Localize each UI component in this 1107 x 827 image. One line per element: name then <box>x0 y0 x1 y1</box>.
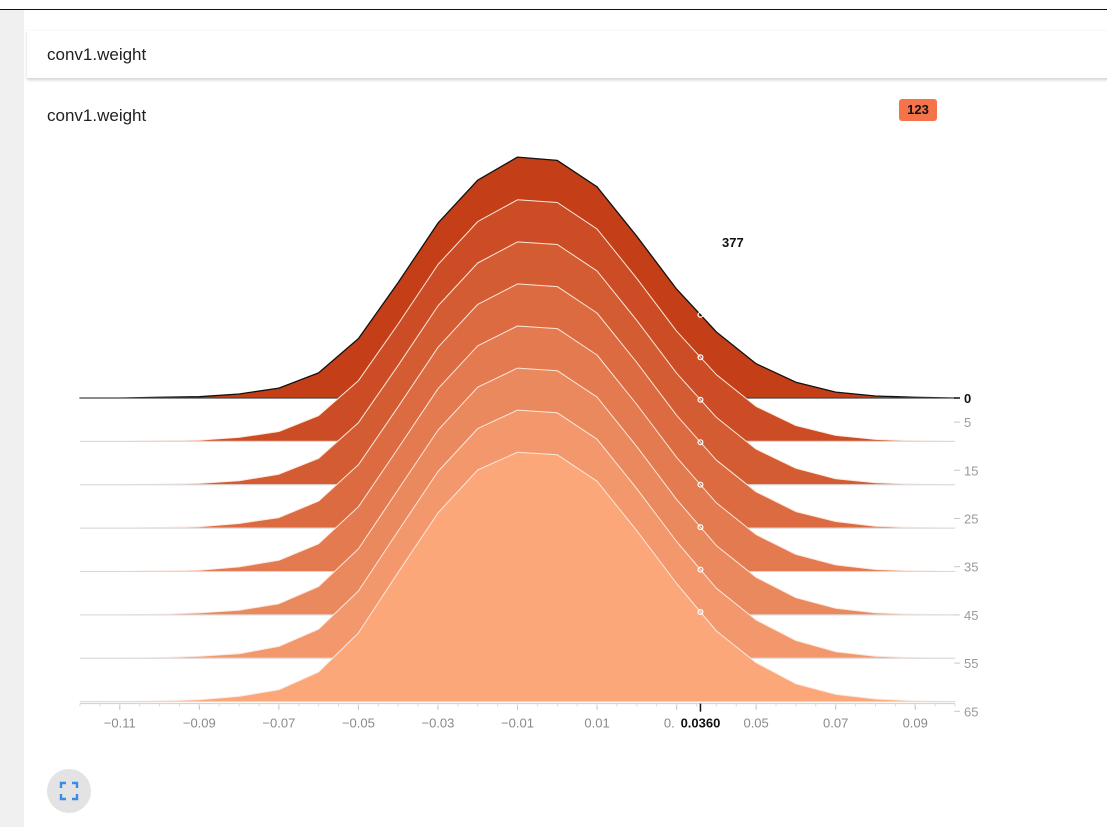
x-tick-label: 0.01 <box>584 716 609 731</box>
hover-marker-step-27 <box>697 439 704 446</box>
y-tick-label: 55 <box>964 656 978 671</box>
x-tick-label: 0.05 <box>743 716 768 731</box>
x-tick-label: −0.09 <box>183 716 216 731</box>
top-rule <box>0 9 1107 10</box>
hover-marker-step-63 <box>697 609 704 616</box>
y-tick-label: 25 <box>964 512 978 527</box>
x-tick-label: −0.07 <box>262 716 295 731</box>
hover-count-label: 377 <box>722 235 744 250</box>
y-tick-label: 35 <box>964 560 978 575</box>
hover-marker-step-18 <box>697 396 704 403</box>
y-tick-label: 45 <box>964 608 978 623</box>
hover-marker-step-9 <box>697 354 704 361</box>
y-tick-label: 15 <box>964 463 978 478</box>
x-tick-label: −0.11 <box>104 716 136 731</box>
hover-x-label: 0.0360 <box>681 716 721 731</box>
x-tick-label: 0.09 <box>903 716 928 731</box>
left-rail <box>0 10 24 827</box>
histogram-step-63 <box>79 451 956 703</box>
fullscreen-icon <box>59 781 79 801</box>
chart-title: conv1.weight <box>47 106 147 125</box>
run-badge: 123 <box>899 99 937 121</box>
fullscreen-button[interactable] <box>47 769 91 813</box>
hover-marker-step-0 <box>697 311 704 318</box>
x-tick-label: 0.07 <box>823 716 848 731</box>
x-tick-label: −0.05 <box>342 716 375 731</box>
y-tick-label: 65 <box>964 704 978 719</box>
y-tick-label: 0 <box>964 391 971 406</box>
hover-marker-step-54 <box>697 566 704 573</box>
hover-marker-step-36 <box>697 481 704 488</box>
hover-marker-step-45 <box>697 524 704 531</box>
x-tick-label: −0.03 <box>422 716 455 731</box>
card-header-title: conv1.weight <box>47 45 147 64</box>
x-tick-label: −0.01 <box>501 716 534 731</box>
hover-x-label-box <box>674 712 727 733</box>
card-header[interactable]: conv1.weight <box>27 31 1107 79</box>
y-tick-label: 5 <box>964 415 971 430</box>
